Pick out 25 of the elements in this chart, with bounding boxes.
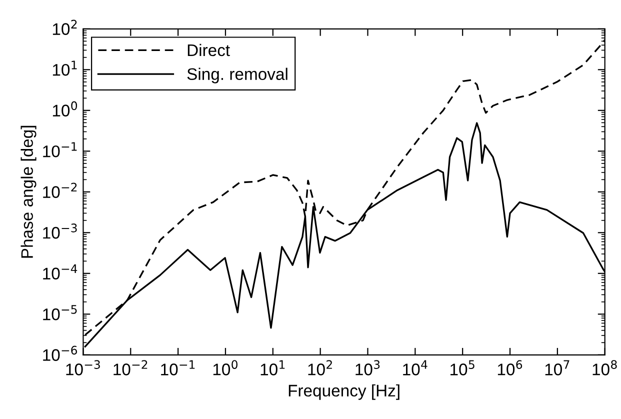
x-tick-label: 10$^{6}$ <box>498 360 522 376</box>
legend-label: Sing. removal <box>187 68 288 84</box>
x-tick-label: 10$^{2}$ <box>308 360 332 376</box>
x-tick-label: 10$^{8}$ <box>592 360 617 376</box>
x-tick-label: 10$^{0}$ <box>213 360 238 376</box>
y-tick-label: 10$^{−1}$ <box>43 142 77 158</box>
y-axis-title: Phase angle [deg] <box>20 126 36 258</box>
y-tick-label: 10$^{−4}$ <box>43 264 78 280</box>
y-tick-label: 10$^{−6}$ <box>43 346 78 361</box>
x-tick-label: 10$^{1}$ <box>260 360 285 376</box>
y-tick-label: 10$^{−2}$ <box>43 182 77 198</box>
x-tick-label: 10$^{−1}$ <box>161 360 195 376</box>
x-tick-label: 10$^{−3}$ <box>66 360 100 376</box>
legend-label: Direct <box>188 44 230 56</box>
x-tick-label: 10$^{5}$ <box>450 360 474 376</box>
x-tick-label: 10$^{−2}$ <box>114 360 148 376</box>
x-tick-label: 10$^{7}$ <box>545 360 570 376</box>
x-tick-label: 10$^{4}$ <box>403 360 428 376</box>
x-axis-title: Frequency [Hz] <box>288 384 400 400</box>
y-tick-label: 10$^{1}$ <box>52 60 77 76</box>
x-tick-label: 10$^{3}$ <box>356 360 380 376</box>
y-tick-label: 10$^{0}$ <box>52 101 78 116</box>
y-tick-label: 10$^{2}$ <box>52 20 77 35</box>
y-tick-label: 10$^{−5}$ <box>43 305 77 320</box>
y-tick-label: 10$^{−3}$ <box>43 224 77 239</box>
